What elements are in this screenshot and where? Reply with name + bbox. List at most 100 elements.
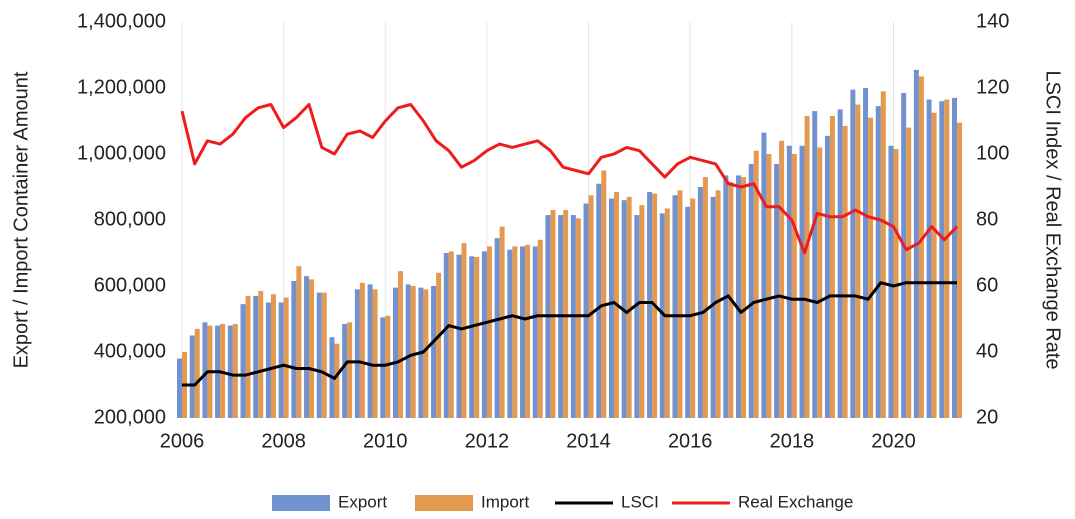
bar: [596, 183, 602, 418]
bar: [189, 335, 195, 418]
bar: [786, 145, 792, 418]
bar: [702, 177, 708, 418]
legend-swatch: [272, 495, 330, 511]
y-axis-title: Export / Import Container Amount: [10, 71, 32, 368]
bar: [448, 251, 454, 418]
legend-label: LSCI: [621, 492, 659, 511]
bar: [931, 112, 937, 418]
bar: [672, 195, 678, 418]
x-tick-label: 2014: [566, 430, 611, 452]
bar: [626, 196, 632, 418]
bar: [461, 243, 467, 418]
bar: [583, 203, 589, 418]
bar: [334, 343, 340, 418]
bar: [710, 196, 716, 418]
x-tick-label: 2010: [363, 430, 408, 452]
y-tick-label: 1,000,000: [77, 142, 166, 164]
bar: [791, 154, 797, 418]
bar: [525, 244, 531, 418]
y-tick-label: 1,200,000: [77, 76, 166, 98]
y2-tick-label: 80: [976, 208, 998, 230]
bar: [659, 213, 665, 418]
bar: [296, 266, 302, 418]
bar: [824, 135, 830, 418]
y2-tick-label: 20: [976, 406, 998, 428]
bar: [283, 297, 289, 418]
bar: [837, 109, 843, 418]
bar: [380, 317, 386, 418]
bar: [690, 198, 696, 418]
bar: [270, 294, 276, 418]
bar: [507, 249, 513, 418]
bar: [829, 116, 835, 419]
x-tick-label: 2020: [871, 430, 916, 452]
bar: [392, 287, 398, 418]
bar: [347, 322, 353, 418]
bar: [405, 284, 411, 418]
bar: [863, 88, 869, 418]
y-tick-label: 600,000: [94, 274, 166, 296]
bar: [926, 99, 932, 419]
bar: [906, 127, 912, 418]
bar: [245, 295, 251, 418]
bar: [291, 281, 297, 418]
bar: [575, 218, 581, 418]
bar: [550, 210, 556, 418]
line: [182, 281, 957, 387]
bar: [240, 304, 246, 418]
bar: [304, 276, 310, 418]
bar: [227, 325, 233, 418]
bar: [342, 323, 348, 418]
bar: [265, 302, 271, 418]
bar: [436, 272, 442, 418]
bar: [359, 282, 365, 418]
y2-tick-label: 40: [976, 340, 998, 362]
bar: [601, 170, 607, 418]
bar: [321, 292, 327, 418]
bar: [855, 104, 861, 418]
bar: [634, 215, 640, 418]
bar: [664, 208, 670, 418]
y-tick-label: 800,000: [94, 208, 166, 230]
bar: [431, 286, 437, 418]
bar: [893, 149, 899, 419]
bar: [952, 97, 957, 419]
bar: [901, 92, 907, 418]
y2-tick-label: 100: [976, 142, 1009, 164]
bar: [799, 145, 805, 418]
bar: [397, 271, 403, 418]
bar: [766, 154, 772, 418]
legend-label: Export: [338, 492, 387, 511]
bar: [367, 284, 373, 418]
x-tick-label: 2016: [668, 430, 713, 452]
bar: [486, 246, 492, 418]
bar: [474, 256, 480, 418]
bar: [639, 205, 645, 418]
bar: [309, 279, 315, 418]
x-tick-label: 2006: [160, 430, 205, 452]
bar: [258, 290, 264, 418]
bar: [537, 239, 543, 418]
bar: [939, 101, 945, 418]
bar: [753, 150, 759, 418]
bar: [520, 246, 526, 418]
legend-swatch: [415, 495, 473, 511]
bar: [385, 315, 391, 418]
bar: [532, 246, 538, 418]
bar: [779, 140, 785, 419]
bar: [563, 210, 569, 418]
bar: [253, 295, 259, 418]
y2-tick-label: 60: [976, 274, 998, 296]
bar: [685, 206, 691, 418]
bar: [232, 323, 238, 418]
bar: [944, 99, 950, 419]
bar: [736, 175, 742, 418]
y-tick-label: 400,000: [94, 340, 166, 362]
bar: [804, 116, 810, 419]
bar: [410, 286, 416, 418]
y-tick-label: 1,400,000: [77, 10, 166, 32]
legend-label: Import: [481, 492, 529, 511]
bar: [957, 122, 962, 419]
legend-label: Real Exchange: [738, 492, 853, 511]
